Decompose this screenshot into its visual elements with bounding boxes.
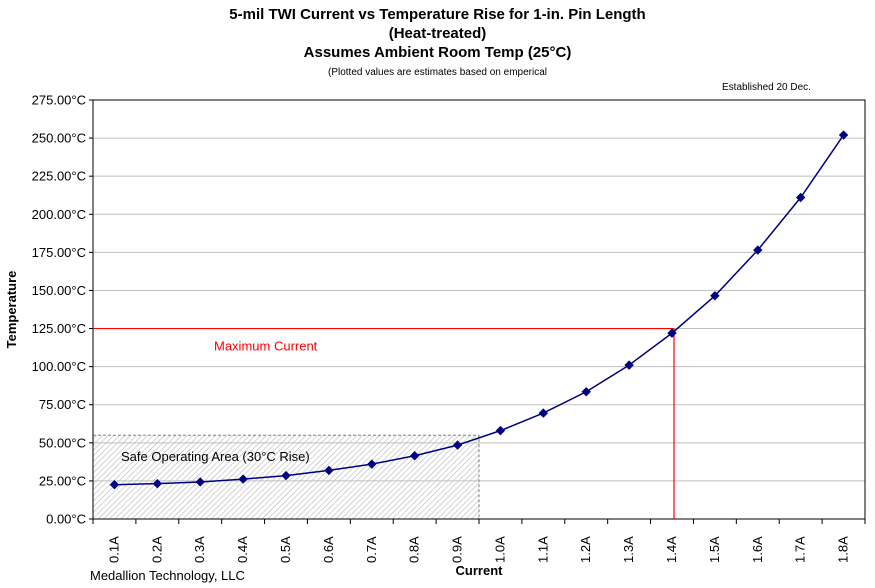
y-tick-label: 25.00°C [39,473,86,488]
data-point [409,451,420,461]
x-tick-label: 1.0A [492,536,507,563]
x-tick-label: 1.6A [750,536,765,563]
y-tick-label: 250.00°C [32,131,86,146]
data-point [452,440,463,450]
data-point [581,387,591,397]
established-note: Established 20 Dec. [722,82,811,93]
x-tick-label: 0.7A [364,536,379,563]
data-point [195,477,205,487]
y-tick-label: 50.00°C [39,435,86,450]
series-layer [109,130,849,490]
y-axis-title: Temperature [4,271,19,349]
data-point [324,465,334,476]
chart-title-line3: Assumes Ambient Room Temp (25°C) [303,44,572,61]
y-tick-label: 175.00°C [32,245,86,260]
x-tick-label: 1.4A [664,536,679,563]
subnote: (Plotted values are estimates based on e… [327,67,547,78]
y-tick-label: 275.00°C [32,93,86,108]
data-point [710,291,720,301]
x-tick-label: 1.2A [578,536,593,563]
max-current-label: Maximum Current [214,339,318,354]
safe-area-label: Safe Operating Area (30°C Rise) [121,449,310,464]
data-point [538,408,549,418]
data-point [109,480,120,490]
x-tick-label: 0.3A [192,536,207,563]
grid-layer [93,99,865,482]
data-point [795,192,806,203]
y-tick-label: 150.00°C [32,283,86,298]
chart-title-line2: (Heat-treated) [388,25,487,42]
data-point [753,245,763,255]
footer-company: Medallion Technology, LLC [90,568,245,583]
y-tick-label: 125.00°C [32,321,86,336]
data-point [624,360,634,370]
y-tick-label: 0.00°C [46,512,86,527]
label-layer: Safe Operating Area (30°C Rise) Current Te… [4,271,503,578]
x-tick-label: 0.2A [149,536,164,563]
x-tick-label: 0.9A [450,536,465,563]
data-point [495,425,506,436]
x-tick-label: 0.5A [278,536,293,563]
x-tick-label: 0.4A [235,536,250,563]
data-point [667,328,677,338]
y-tick-label: 225.00°C [32,169,86,184]
max-current-layer [93,327,675,519]
data-point [238,474,248,484]
axes-layer: 0.00°C 25.00°C 50.00°C 75.00°C 100.00°C 125.0… [32,93,866,563]
data-point [367,459,377,469]
y-tick-label: 100.00°C [32,359,86,374]
y-tick-label: 75.00°C [39,397,86,412]
x-tick-label: 1.3A [621,536,636,563]
x-tick-label: 1.7A [793,536,808,563]
x-tick-label: 1.1A [535,536,550,563]
x-axis-title: Current [456,563,504,578]
x-tick-label: 1.8A [836,536,851,563]
x-tick-label: 0.6A [321,536,336,563]
data-point [838,130,849,140]
data-point [152,478,163,489]
x-tick-label: 0.8A [407,536,422,563]
data-point [281,470,291,481]
y-tick-label: 200.00°C [32,207,86,222]
chart-title: 5-mil TWI Current vs Temperature Rise fo… [229,6,646,23]
series-line [114,134,845,486]
x-tick-label: 1.5A [707,536,722,563]
x-tick-label: 0.1A [106,536,121,563]
